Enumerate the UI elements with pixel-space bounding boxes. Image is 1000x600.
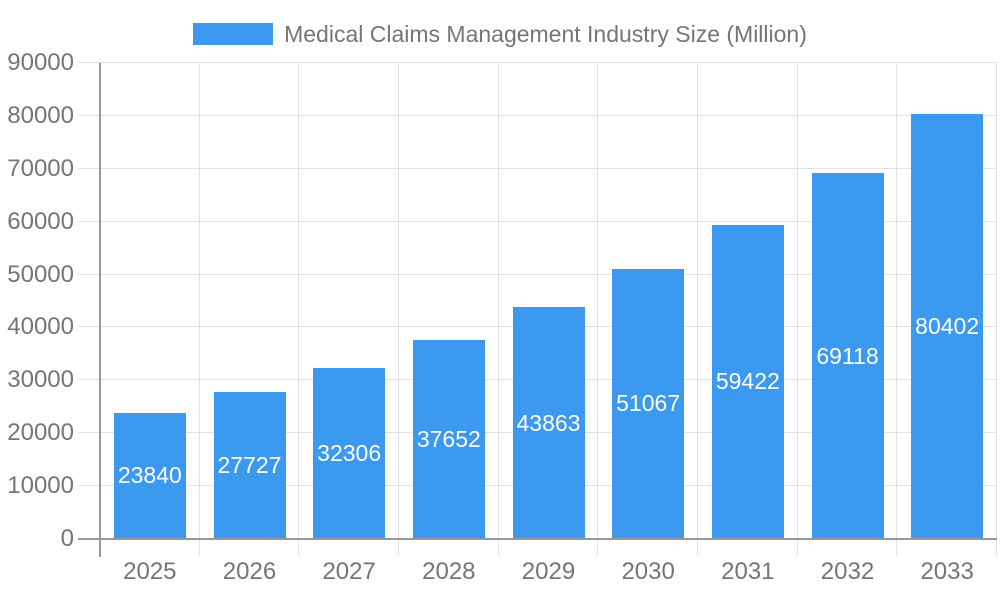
x-axis-tick-7 xyxy=(796,540,798,556)
x-axis-label-2026: 2026 xyxy=(222,558,277,585)
bar-value-2029: 43863 xyxy=(516,409,581,436)
x-axis-label-2030: 2030 xyxy=(621,558,675,585)
y-axis-label-50000: 50000 xyxy=(7,260,74,288)
bar-2033[interactable]: 80402 xyxy=(911,113,984,539)
x-axis-label-2027: 2027 xyxy=(322,558,376,585)
y-axis-label-40000: 40000 xyxy=(7,313,74,341)
gridline-x-3 xyxy=(398,63,399,539)
x-axis-tick-4 xyxy=(497,540,499,556)
gridline-y-70000 xyxy=(78,167,997,169)
bar-value-2027: 32306 xyxy=(317,440,382,467)
legend-label: Medical Claims Management Industry Size … xyxy=(284,20,807,47)
gridline-x-9 xyxy=(996,63,997,539)
y-axis-label-90000: 90000 xyxy=(7,49,74,76)
x-axis-tick-8 xyxy=(896,540,898,556)
bar-2025[interactable]: 23840 xyxy=(113,412,186,539)
x-axis-tick-9 xyxy=(996,540,997,556)
bar-value-2028: 37652 xyxy=(416,425,481,452)
x-axis-label-2025: 2025 xyxy=(123,558,177,585)
gridline-y-80000 xyxy=(78,114,997,116)
gridline-x-4 xyxy=(497,63,499,539)
legend[interactable]: Medical Claims Management Industry Size … xyxy=(0,21,1000,47)
y-axis-label-60000: 60000 xyxy=(7,207,74,235)
bar-value-2033: 80402 xyxy=(915,312,980,339)
x-axis-tick-3 xyxy=(398,540,399,556)
x-axis-label-2031: 2031 xyxy=(721,558,775,585)
bar-2028[interactable]: 37652 xyxy=(412,339,485,539)
bar-2027[interactable]: 32306 xyxy=(313,368,386,539)
gridline-x-5 xyxy=(597,63,599,539)
gridline-y-60000 xyxy=(78,220,997,222)
bar-2026[interactable]: 27727 xyxy=(213,392,286,539)
x-axis-label-2029: 2029 xyxy=(521,558,576,585)
bar-2029[interactable]: 43863 xyxy=(512,307,585,539)
y-axis-label-70000: 70000 xyxy=(7,154,74,182)
x-axis-label-2028: 2028 xyxy=(422,558,476,585)
legend-swatch xyxy=(193,23,274,45)
y-axis-label-20000: 20000 xyxy=(7,419,74,447)
x-axis-label-2033: 2033 xyxy=(920,558,974,585)
bar-2031[interactable]: 59422 xyxy=(711,224,784,539)
bar-2030[interactable]: 51067 xyxy=(612,268,685,539)
y-axis-line xyxy=(99,63,101,557)
x-axis-line xyxy=(78,538,997,540)
x-axis-tick-1 xyxy=(198,540,200,556)
gridline-x-8 xyxy=(896,63,898,539)
x-axis-tick-6 xyxy=(697,540,698,556)
y-axis-label-0: 0 xyxy=(60,525,74,552)
x-axis-label-2032: 2032 xyxy=(820,558,875,585)
bar-value-2025: 23840 xyxy=(117,462,182,489)
gridline-x-1 xyxy=(198,63,200,539)
x-axis-tick-2 xyxy=(298,540,300,556)
y-axis-label-80000: 80000 xyxy=(7,101,74,129)
y-axis-label-30000: 30000 xyxy=(7,366,74,394)
bar-value-2032: 69118 xyxy=(816,342,879,369)
y-axis-label-10000: 10000 xyxy=(7,472,74,500)
bar-value-2030: 51067 xyxy=(616,390,681,417)
plot-area: 23840 27727 32306 37652 43863 51067 59422 69118… xyxy=(78,62,997,539)
bar-value-2026: 27727 xyxy=(217,452,282,479)
gridline-x-7 xyxy=(796,63,798,539)
bar-2032[interactable]: 69118 xyxy=(811,173,884,539)
gridline-y-90000 xyxy=(78,62,997,63)
x-axis-tick-5 xyxy=(597,540,599,556)
gridline-y-50000 xyxy=(78,273,997,275)
gridline-x-2 xyxy=(298,63,300,539)
bar-value-2031: 59422 xyxy=(715,368,780,395)
gridline-x-6 xyxy=(697,63,698,539)
